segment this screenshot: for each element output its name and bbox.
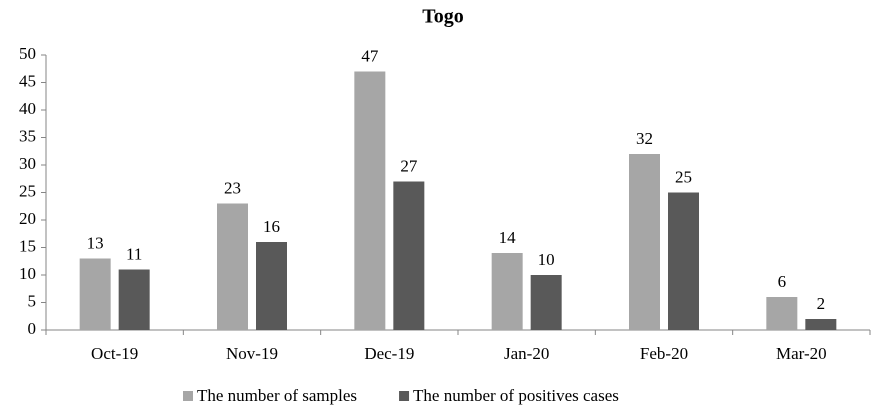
data-label: 2 (817, 294, 826, 313)
chart-title: Togo (422, 6, 464, 28)
bar (393, 181, 425, 330)
y-tick-label: 15 (19, 236, 36, 255)
legend-label: The number of positives cases (413, 386, 619, 405)
data-label: 11 (126, 244, 142, 263)
x-tick-label: Jan-20 (504, 344, 549, 363)
data-label: 10 (538, 250, 555, 269)
y-tick-label: 35 (19, 126, 36, 145)
x-tick-label: Nov-19 (226, 344, 278, 363)
bar (668, 192, 699, 330)
bar (766, 297, 798, 330)
x-tick-label: Oct-19 (91, 344, 138, 363)
data-label: 47 (361, 46, 379, 65)
data-label: 6 (778, 272, 787, 291)
bar (354, 71, 386, 330)
y-tick-label: 0 (28, 319, 37, 338)
y-tick-label: 10 (19, 264, 36, 283)
x-tick-label: Feb-20 (640, 344, 688, 363)
data-label: 16 (263, 217, 280, 236)
y-tick-label: 50 (19, 44, 36, 63)
data-label: 14 (499, 228, 517, 247)
bar (491, 253, 523, 330)
bar (530, 275, 562, 330)
bar (217, 203, 248, 330)
bar (118, 269, 150, 330)
data-label: 23 (224, 178, 241, 197)
bar (629, 154, 660, 330)
bar (256, 242, 287, 330)
data-label: 32 (636, 129, 653, 148)
y-tick-label: 40 (19, 99, 36, 118)
data-label: 27 (400, 156, 418, 175)
legend-marker (183, 391, 193, 401)
y-tick-label: 45 (19, 71, 36, 90)
y-tick-label: 25 (19, 181, 36, 200)
legend-label: The number of samples (197, 386, 357, 405)
y-tick-label: 30 (19, 154, 36, 173)
y-tick-label: 5 (28, 291, 37, 310)
x-tick-label: Mar-20 (776, 344, 827, 363)
x-tick-label: Dec-19 (364, 344, 414, 363)
bar (79, 258, 111, 330)
data-label: 13 (87, 233, 104, 252)
bar (805, 319, 837, 330)
data-label: 25 (675, 167, 692, 186)
legend-marker (399, 391, 410, 401)
y-tick-label: 20 (19, 209, 36, 228)
